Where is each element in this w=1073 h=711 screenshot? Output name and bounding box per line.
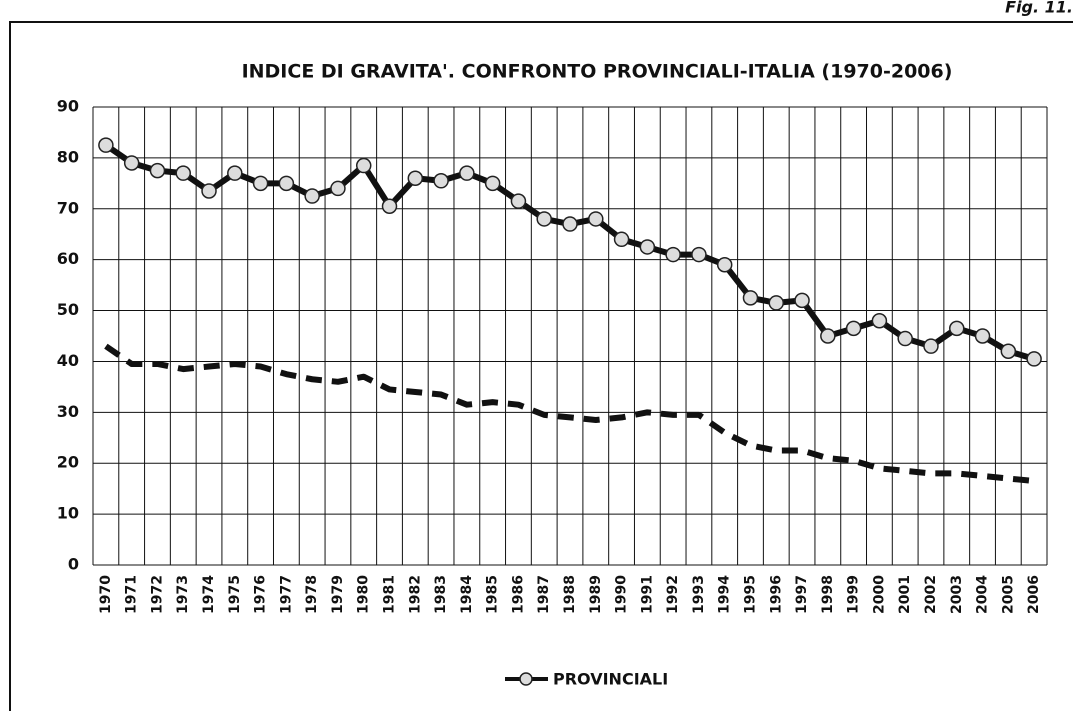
x-tick-label: 1970 bbox=[98, 575, 114, 614]
series-marker bbox=[484, 175, 501, 192]
series-marker bbox=[613, 231, 630, 248]
chart-title: INDICE DI GRAVITA'. CONFRONTO PROVINCIAL… bbox=[242, 61, 953, 83]
x-tick-label: 1991 bbox=[639, 575, 655, 614]
series-marker bbox=[123, 155, 140, 171]
x-tick-label: 1988 bbox=[562, 575, 578, 614]
series-marker bbox=[794, 292, 810, 309]
series-marker bbox=[949, 320, 965, 337]
x-tick-label: 1993 bbox=[691, 575, 707, 614]
series-marker bbox=[588, 211, 604, 227]
series-marker bbox=[562, 216, 578, 232]
x-tick-label: 1996 bbox=[768, 575, 784, 614]
x-tick-label: 1971 bbox=[124, 575, 140, 614]
x-tick-label: 1980 bbox=[356, 575, 372, 614]
series-marker bbox=[227, 165, 243, 181]
x-tick-label: 1984 bbox=[459, 575, 475, 614]
x-tick-label: 1976 bbox=[253, 575, 269, 614]
series-marker bbox=[510, 193, 527, 209]
x-tick-label: 1978 bbox=[304, 575, 320, 614]
x-tick-label: 1972 bbox=[149, 575, 165, 614]
x-tick-label: 2000 bbox=[871, 575, 887, 614]
x-tick-label: 1983 bbox=[433, 575, 449, 614]
x-tick-label: 1994 bbox=[717, 575, 733, 614]
y-tick-label: 30 bbox=[57, 402, 79, 421]
x-tick-label: 1973 bbox=[175, 575, 191, 614]
x-tick-label: 2005 bbox=[1000, 575, 1016, 614]
x-tick-label: 1990 bbox=[614, 575, 630, 614]
series-marker bbox=[923, 338, 939, 354]
x-tick-label: 1979 bbox=[330, 575, 346, 614]
x-tick-label: 2002 bbox=[923, 575, 939, 614]
x-tick-label: 1987 bbox=[536, 575, 552, 614]
series-marker bbox=[768, 295, 785, 311]
series-marker bbox=[897, 330, 913, 347]
series-marker bbox=[381, 198, 398, 214]
series-marker bbox=[407, 170, 424, 186]
x-tick-label: 1998 bbox=[820, 575, 836, 614]
x-tick-label: 1995 bbox=[742, 575, 758, 614]
series-marker bbox=[278, 175, 295, 192]
x-tick-label: 2006 bbox=[1026, 575, 1042, 614]
y-tick-label: 50 bbox=[57, 300, 79, 319]
x-tick-label: 1985 bbox=[485, 575, 501, 614]
x-tick-label: 1992 bbox=[665, 575, 681, 614]
y-tick-label: 0 bbox=[68, 555, 79, 574]
y-tick-label: 10 bbox=[57, 504, 79, 523]
series-marker bbox=[820, 328, 836, 344]
series-marker bbox=[974, 328, 991, 344]
series-marker bbox=[355, 157, 372, 174]
x-tick-label: 1975 bbox=[227, 575, 243, 614]
y-tick-label: 40 bbox=[57, 351, 79, 370]
x-tick-label: 2001 bbox=[897, 575, 913, 614]
x-tick-label: 2004 bbox=[975, 575, 991, 614]
x-tick-label: 1977 bbox=[278, 575, 294, 614]
y-tick-label: 70 bbox=[57, 198, 79, 217]
series-marker bbox=[149, 162, 166, 179]
x-tick-label: 2003 bbox=[949, 575, 965, 614]
y-tick-label: 90 bbox=[57, 97, 79, 116]
x-tick-label: 1989 bbox=[588, 575, 604, 614]
series-marker bbox=[845, 320, 862, 337]
x-tick-label: 1999 bbox=[846, 575, 862, 614]
chart-frame bbox=[9, 21, 1073, 711]
series-marker bbox=[304, 188, 320, 204]
series-line bbox=[104, 142, 1035, 362]
series-marker bbox=[716, 257, 733, 273]
legend-marker bbox=[519, 672, 533, 686]
y-tick-label: 80 bbox=[57, 147, 79, 166]
series-marker bbox=[330, 180, 346, 197]
y-tick-label: 20 bbox=[57, 453, 79, 472]
x-tick-label: 1974 bbox=[201, 575, 217, 614]
series-marker bbox=[871, 312, 888, 329]
series-marker bbox=[459, 165, 475, 181]
y-tick-label: 60 bbox=[57, 249, 79, 268]
series-marker bbox=[639, 239, 656, 255]
x-tick-label: 1986 bbox=[510, 575, 526, 614]
series-marker bbox=[1000, 343, 1017, 360]
legend-label: PROVINCIALI bbox=[553, 670, 668, 689]
x-tick-label: 1981 bbox=[382, 575, 398, 614]
series-marker bbox=[98, 137, 114, 153]
series-marker bbox=[742, 290, 759, 306]
figure-label: Fig. 11. bbox=[1005, 0, 1073, 17]
series-marker bbox=[691, 246, 707, 263]
series-marker bbox=[536, 211, 552, 227]
series-marker bbox=[175, 165, 191, 181]
series-marker bbox=[1026, 351, 1042, 367]
series-marker bbox=[433, 173, 449, 189]
series-line bbox=[104, 343, 1035, 485]
series-marker bbox=[665, 246, 681, 263]
series-marker bbox=[252, 175, 269, 192]
series-marker bbox=[201, 183, 217, 199]
x-tick-label: 1982 bbox=[407, 575, 423, 614]
x-tick-label: 1997 bbox=[794, 575, 810, 614]
